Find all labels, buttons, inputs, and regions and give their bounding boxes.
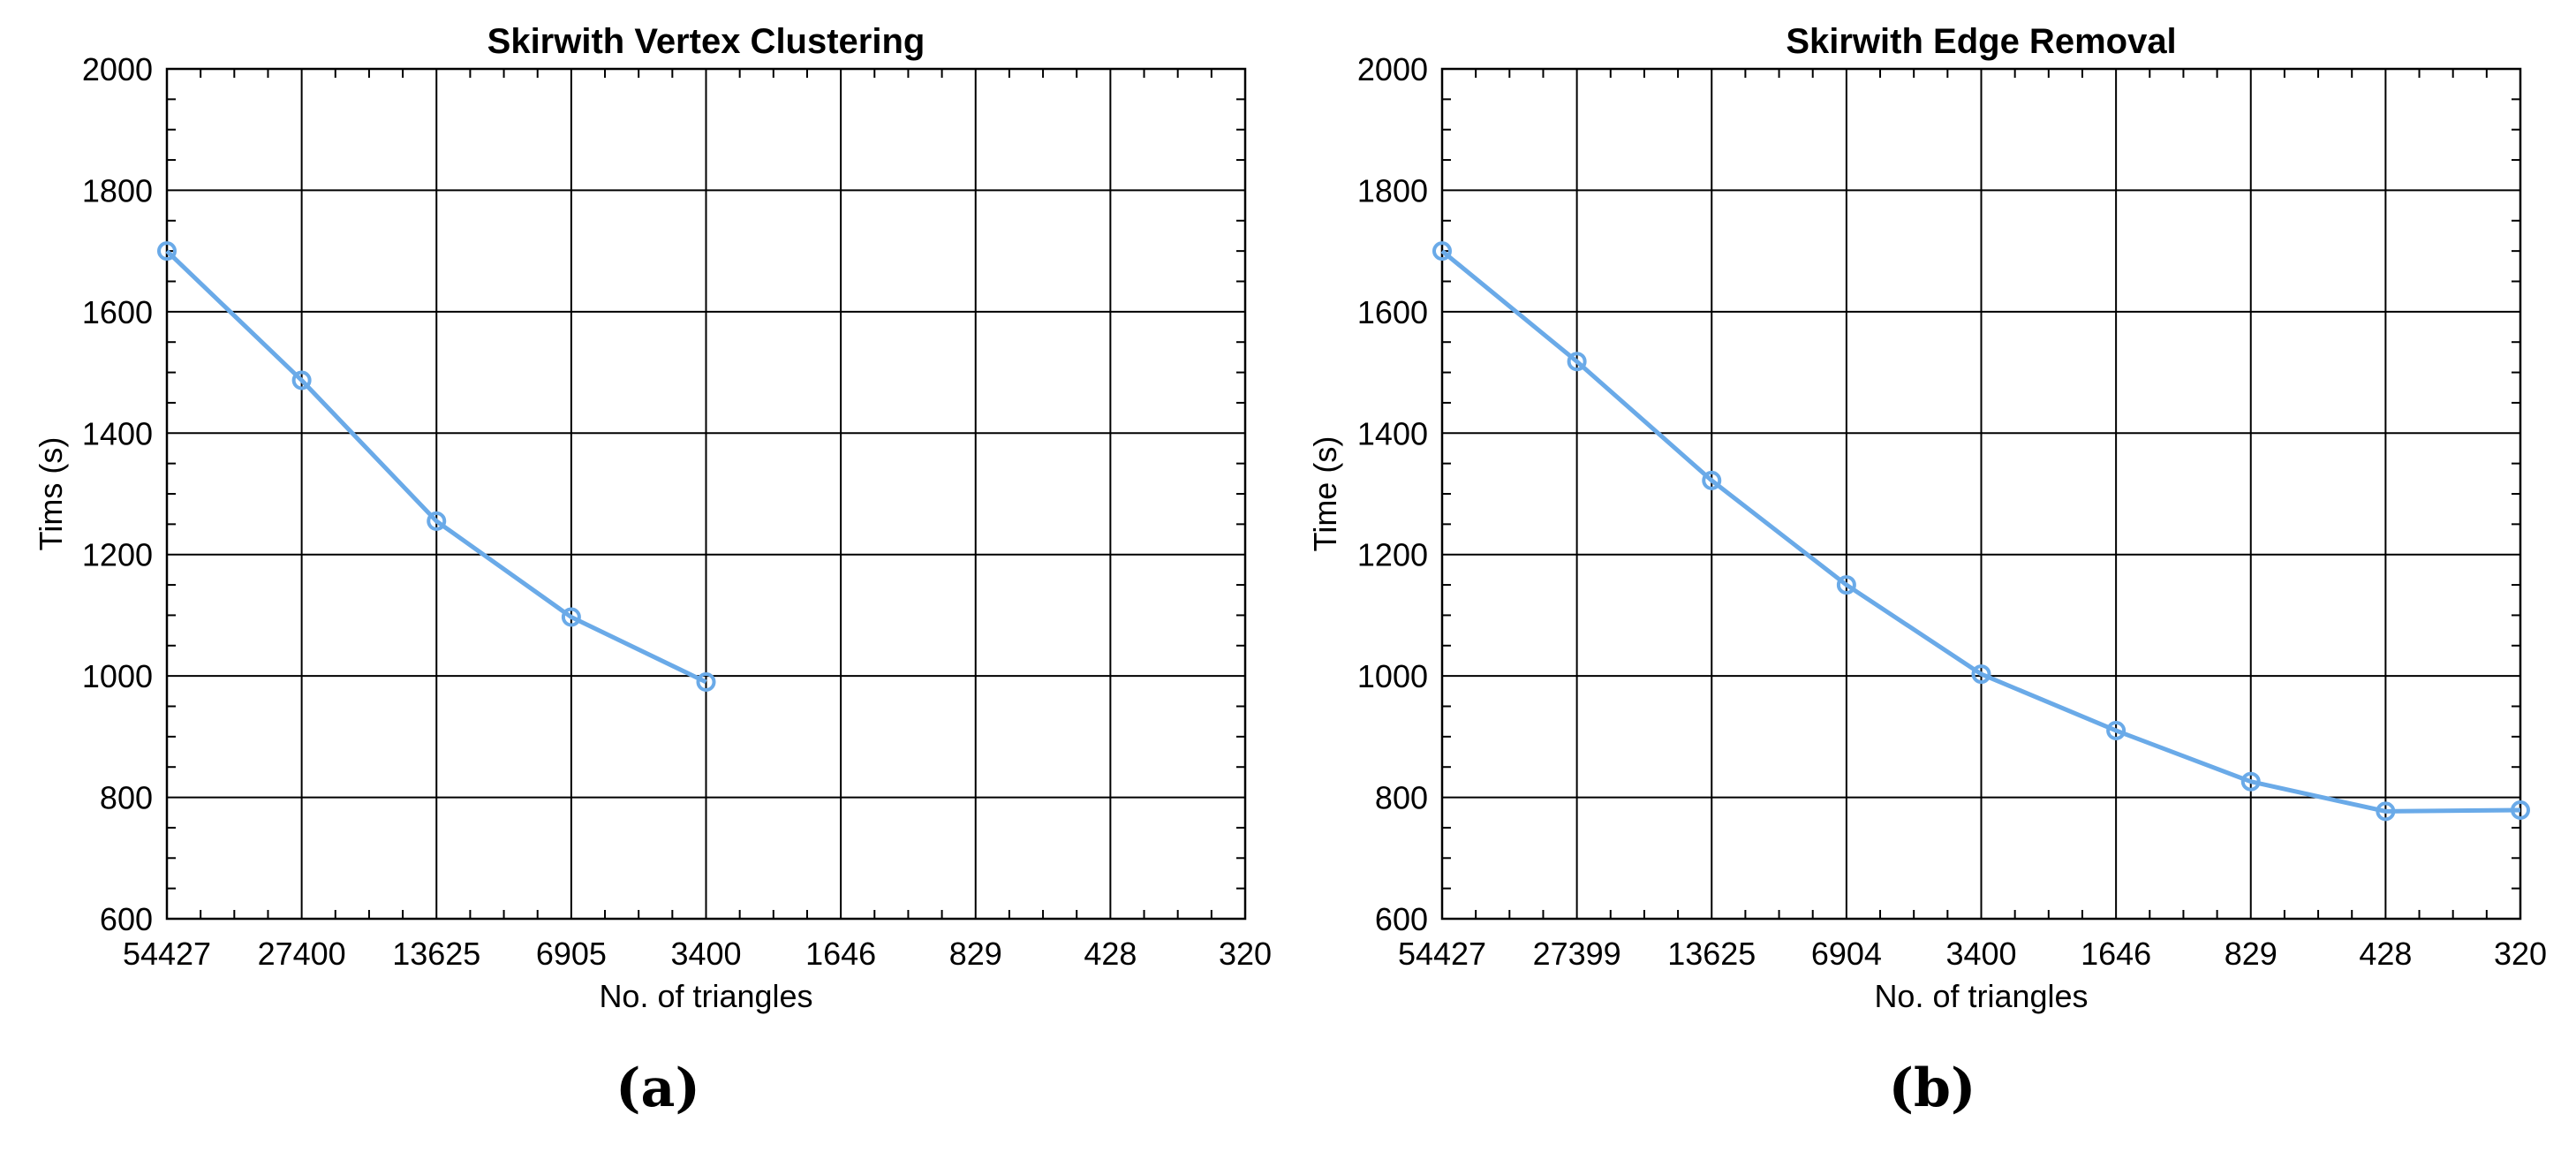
y-tick-label: 1600 (82, 294, 153, 330)
x-tick-label: 54427 (1398, 936, 1486, 972)
data-point (157, 241, 177, 261)
x-tick-label: 6905 (536, 936, 607, 972)
panel-label: (b) (1889, 1057, 1976, 1119)
y-tick-label: 600 (1375, 901, 1428, 937)
x-tick-label: 428 (2359, 936, 2412, 972)
y-tick-label: 1000 (1357, 658, 1428, 694)
x-tick-label: 27399 (1533, 936, 1621, 972)
data-point (1971, 664, 1991, 685)
x-tick-label: 320 (1219, 936, 1272, 972)
x-tick-label: 13625 (392, 936, 480, 972)
data-point (2376, 801, 2396, 822)
data-point (291, 370, 312, 390)
y-tick-label: 1000 (82, 658, 153, 694)
x-tick-label: 6904 (1811, 936, 1882, 972)
data-point (2511, 800, 2530, 821)
y-tick-label: 1800 (82, 172, 153, 208)
data-point (561, 607, 581, 627)
y-tick-label: 2000 (1357, 51, 1428, 87)
series-line (1440, 249, 2521, 814)
chart-title: Skirwith Vertex Clustering (487, 22, 925, 61)
panel-label: (a) (616, 1057, 700, 1119)
y-tick-label: 1600 (1357, 294, 1428, 330)
data-point (1702, 470, 1722, 490)
y-axis-label: Time (s) (1307, 436, 1343, 552)
x-tick-label: 3400 (670, 936, 741, 972)
data-point (427, 511, 447, 531)
chart-panel-a: 54427 27400 13625 6905 3400 1646 829 428 320 600 8… (33, 22, 1272, 1119)
x-tick-label: 320 (2494, 936, 2547, 972)
x-axis-label: No. of triangles (599, 978, 812, 1014)
x-tick-label: 27400 (258, 936, 346, 972)
x-tick-label: 829 (2225, 936, 2278, 972)
data-point (696, 672, 716, 693)
x-tick-label: 829 (949, 936, 1002, 972)
x-axis-label: No. of triangles (1874, 978, 2088, 1014)
data-point (2106, 720, 2127, 740)
x-tick-label: 54427 (123, 936, 211, 972)
y-tick-label: 800 (1375, 780, 1428, 816)
data-point (1567, 352, 1587, 372)
y-axis-label: Tims (s) (33, 437, 69, 551)
y-tick-label: 1200 (82, 537, 153, 573)
y-tick-label: 2000 (82, 51, 153, 87)
y-tick-label: 600 (100, 901, 153, 937)
x-tick-label: 1646 (805, 936, 876, 972)
plot-frame (1440, 67, 2522, 921)
data-point (1836, 575, 1856, 595)
x-tick-label: 13625 (1667, 936, 1756, 972)
plot-frame (165, 67, 1247, 921)
data-point (2240, 771, 2261, 792)
y-tick-label: 800 (100, 780, 153, 816)
chart-panel-b: 54427 27399 13625 6904 3400 1646 829 428 320 600 8… (1307, 22, 2547, 1119)
y-tick-label: 1400 (1357, 415, 1428, 451)
x-tick-label: 1646 (2081, 936, 2151, 972)
y-tick-label: 1800 (1357, 172, 1428, 208)
x-tick-label: 3400 (1945, 936, 2016, 972)
series-line (165, 249, 707, 685)
chart-title: Skirwith Edge Removal (1786, 22, 2176, 61)
y-tick-label: 1200 (1357, 537, 1428, 573)
data-point (1432, 241, 1452, 261)
x-tick-label: 428 (1084, 936, 1137, 972)
y-tick-label: 1400 (82, 415, 153, 451)
